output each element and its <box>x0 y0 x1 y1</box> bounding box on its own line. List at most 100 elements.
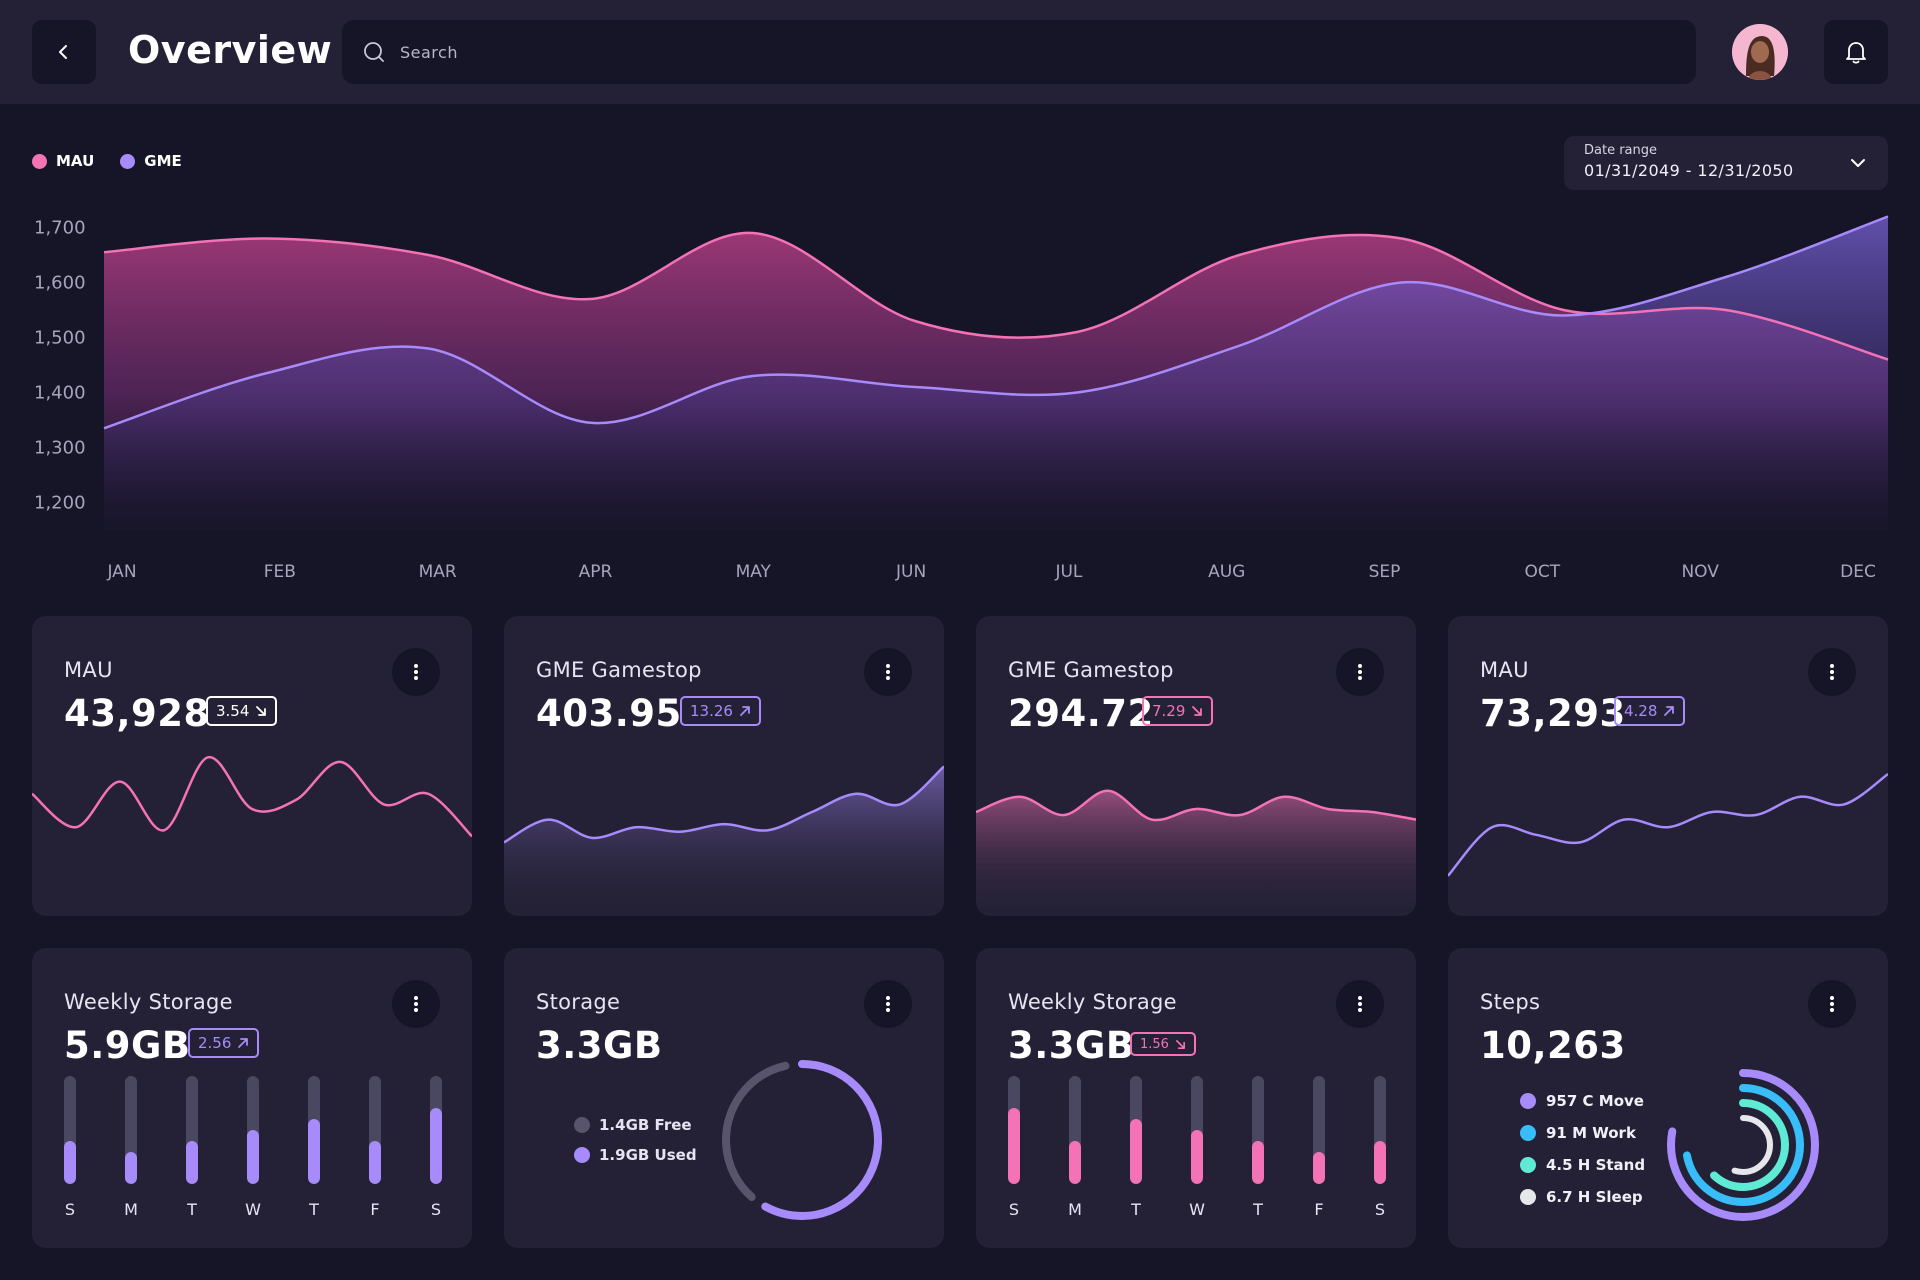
bar-day-label: S <box>64 1200 76 1219</box>
weekly-storage-card: Weekly Storage 5.9GB 2.56 S M T W T F S <box>32 948 472 1248</box>
card-menu-button[interactable] <box>864 648 912 696</box>
legend-item-sleep: 6.7 H Sleep <box>1520 1188 1645 1206</box>
badge-value: 1.56 <box>1140 1036 1169 1052</box>
back-button[interactable] <box>32 20 96 84</box>
card-value: 73,293 <box>1480 692 1626 735</box>
activity-rings-chart <box>1667 1069 1819 1221</box>
legend-item-mau[interactable]: MAU <box>32 152 94 170</box>
card-title: Steps <box>1480 990 1541 1014</box>
arrow-down-right-icon <box>1175 1039 1185 1049</box>
sparkline-line <box>976 789 1416 822</box>
card-title: Weekly Storage <box>1008 990 1177 1014</box>
card-title: MAU <box>64 658 113 682</box>
sparkline-line <box>504 765 944 844</box>
bar-day-label: S <box>430 1200 442 1219</box>
card-title: Weekly Storage <box>64 990 233 1014</box>
sparkline-area <box>504 766 944 916</box>
bar-day-label: W <box>245 1200 261 1219</box>
bar-day-label: T <box>1131 1200 1141 1219</box>
x-tick-label: OCT <box>1525 562 1561 582</box>
x-tick-label: FEB <box>264 562 296 582</box>
search-input[interactable] <box>400 42 1600 62</box>
more-vertical-icon <box>1358 664 1362 680</box>
search-bar[interactable] <box>342 20 1696 84</box>
card-value: 294.72 <box>1008 692 1154 735</box>
more-vertical-icon <box>1830 996 1834 1012</box>
x-tick-label: NOV <box>1681 562 1719 582</box>
avatar[interactable] <box>1732 24 1788 80</box>
more-vertical-icon <box>1358 996 1362 1012</box>
donut-used-segment <box>722 1060 882 1220</box>
bar-track <box>369 1076 381 1184</box>
y-tick-label: 1,500 <box>34 328 86 349</box>
series-line-gme <box>103 215 1889 430</box>
y-tick-label: 1,300 <box>34 438 86 459</box>
legend-item-used: 1.9GB Used <box>574 1146 697 1164</box>
arrow-up-right-icon <box>1664 706 1675 716</box>
bar-track <box>1069 1076 1081 1184</box>
badge-value: 2.56 <box>198 1034 232 1052</box>
bar-day-label: F <box>370 1200 380 1219</box>
x-tick-label: JUN <box>895 562 926 582</box>
bar-fill <box>186 1140 198 1184</box>
notifications-button[interactable] <box>1824 20 1888 84</box>
bar-day-label: T <box>309 1200 319 1219</box>
arrow-down-right-icon <box>256 706 267 716</box>
steps-legend: 957 C Move 91 M Work 4.5 H Stand 6.7 H S… <box>1520 1092 1645 1220</box>
badge-value: 7.29 <box>1152 702 1186 720</box>
sparkline-chart <box>32 756 472 838</box>
card-menu-button[interactable] <box>392 648 440 696</box>
metric-card: MAU 43,928 3.54 <box>32 616 472 916</box>
badge-value: 13.26 <box>690 702 733 720</box>
legend-dot <box>574 1147 590 1163</box>
card-menu-button[interactable] <box>1336 648 1384 696</box>
legend-item-gme[interactable]: GME <box>120 152 182 170</box>
card-menu-button[interactable] <box>1336 980 1384 1028</box>
bar-fill <box>369 1140 381 1184</box>
chevron-left-icon <box>59 45 67 59</box>
trend-badge: 1.56 <box>1130 1032 1196 1056</box>
series-area-gme <box>104 216 1888 530</box>
user-avatar-icon <box>1732 24 1788 80</box>
card-value: 3.3GB <box>1008 1024 1135 1067</box>
arrow-down-right-icon <box>1192 706 1203 716</box>
card-menu-button[interactable] <box>1808 648 1856 696</box>
more-vertical-icon <box>414 664 418 680</box>
card-title: GME Gamestop <box>1008 658 1174 682</box>
bar-day-label: F <box>1314 1200 1324 1219</box>
card-title: Storage <box>536 990 621 1014</box>
legend-item-free: 1.4GB Free <box>574 1116 697 1134</box>
bar-fill <box>1008 1108 1020 1184</box>
bar-day-label: M <box>1068 1200 1082 1219</box>
bar-day-label: T <box>187 1200 197 1219</box>
activity-ring <box>1682 1084 1804 1206</box>
card-menu-button[interactable] <box>392 980 440 1028</box>
arrow-up-right-icon <box>238 1038 249 1048</box>
bar-track <box>125 1076 137 1184</box>
y-tick-label: 1,600 <box>34 273 86 294</box>
card-menu-button[interactable] <box>1808 980 1856 1028</box>
date-range-select[interactable]: Date range 01/31/2049 - 12/31/2050 <box>1564 136 1888 190</box>
bar-track <box>1191 1076 1203 1184</box>
legend-item-work: 91 M Work <box>1520 1124 1645 1142</box>
y-tick-label: 1,400 <box>34 383 86 404</box>
y-tick-label: 1,200 <box>34 493 86 514</box>
storage-donut-chart <box>722 1060 882 1220</box>
x-tick-label: SEP <box>1369 562 1401 582</box>
activity-ring <box>1667 1069 1819 1221</box>
legend-dot <box>120 153 136 169</box>
steps-item-label: 957 C Move <box>1546 1092 1644 1110</box>
chart-legend: MAU GME <box>32 152 182 170</box>
storage-card: Storage 3.3GB 1.4GB Free 1.9GB Used <box>504 948 944 1248</box>
top-bar: Overview <box>0 0 1920 104</box>
metric-card: GME Gamestop 403.95 13.26 <box>504 616 944 916</box>
activity-ring <box>1713 1115 1773 1175</box>
steps-item-label: 4.5 H Stand <box>1546 1156 1646 1174</box>
bar-track <box>1313 1076 1325 1184</box>
bar-fill <box>247 1130 259 1184</box>
more-vertical-icon <box>414 996 418 1012</box>
card-menu-button[interactable] <box>864 980 912 1028</box>
date-range-value: 01/31/2049 - 12/31/2050 <box>1584 161 1794 180</box>
x-tick-label: JUL <box>1054 562 1082 582</box>
